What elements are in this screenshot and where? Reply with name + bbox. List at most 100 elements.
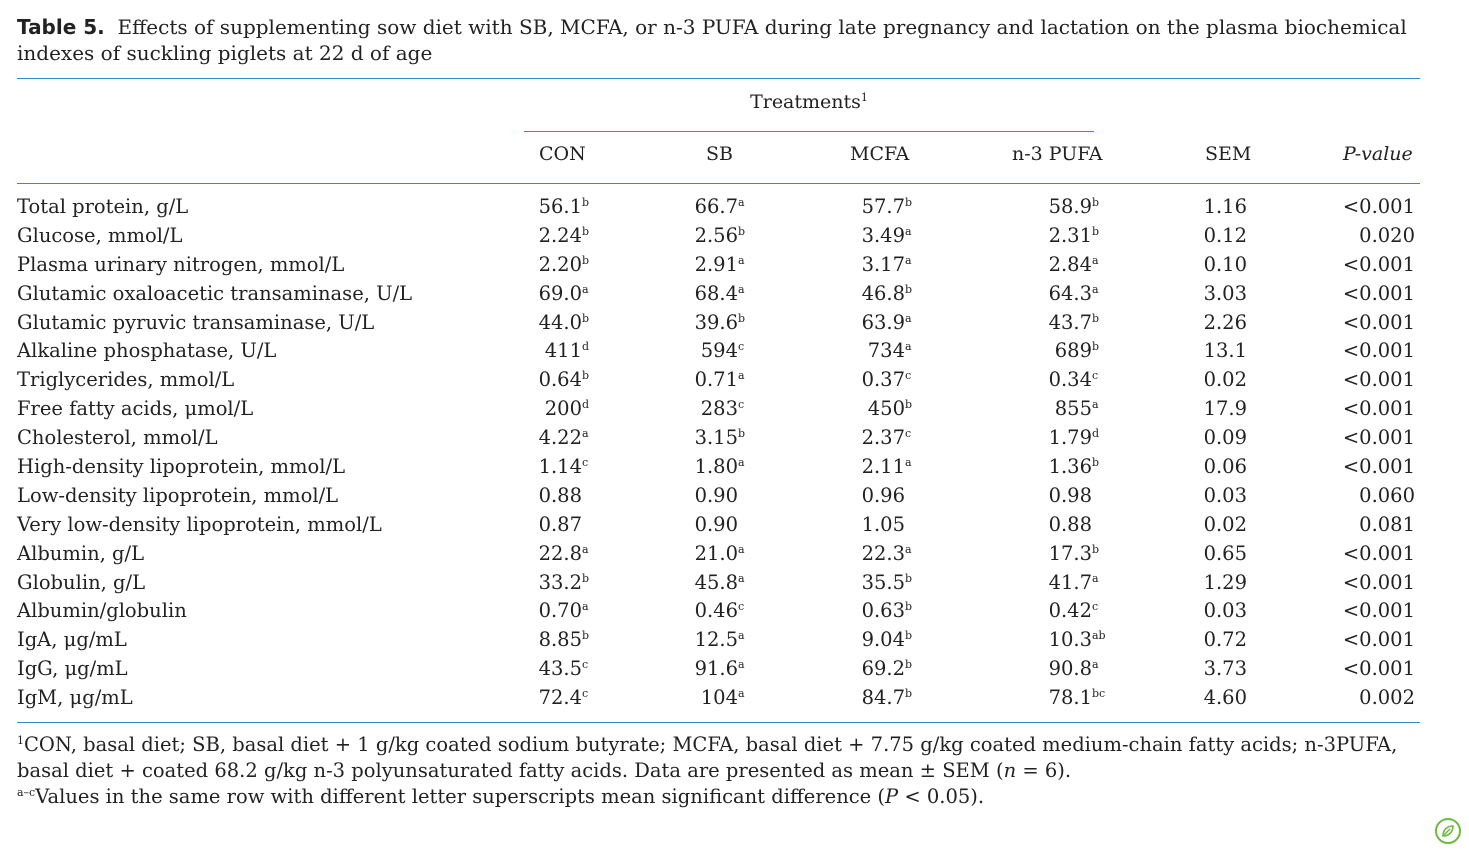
cell-value: 3.17 (861, 252, 905, 276)
cell-value: 90.8 (1048, 657, 1092, 681)
cell-value: 0.98 (1048, 483, 1092, 507)
table-row: Albumin/globulin 0.70a 0.46c 0.63b 0.42c 0.03… (17, 597, 1420, 626)
col-header-pvalue: P-value (1343, 143, 1413, 165)
table-row: Triglycerides, mmol/L 0.64b 0.71a 0.37c 0.34… (17, 366, 1420, 395)
cell-sb: 3.15b (695, 424, 764, 453)
row-label: IgM, μg/mL (17, 686, 133, 710)
cell-sb: 0.46c (695, 597, 764, 626)
cell-mcfa: 35.5b (862, 569, 931, 598)
cell-value: 4.22 (538, 426, 582, 450)
row-label: Triglycerides, mmol/L (17, 368, 235, 392)
cell-pvalue: <0.001 (1342, 628, 1415, 652)
cell-value: 58.9 (1048, 195, 1092, 218)
cell-value: 1.80 (694, 455, 738, 479)
cell-value: 0.96 (861, 483, 905, 507)
cell-value: 1.14 (538, 455, 582, 479)
cell-value: 0.64 (538, 368, 582, 392)
table-footnotes: 1CON, basal diet; SB, basal diet + 1 g/k… (17, 732, 1420, 810)
cell-value: 0.63 (861, 599, 905, 623)
cell-sem: 2.26 (1203, 310, 1247, 334)
row-label: Glucose, mmol/L (17, 223, 183, 247)
cell-value: 2.56 (694, 223, 738, 247)
cell-pvalue: <0.001 (1342, 455, 1415, 479)
cell-value: 0.90 (694, 483, 738, 507)
cell-pvalue: <0.001 (1342, 397, 1415, 421)
row-label: Globulin, g/L (17, 570, 146, 594)
cell-pvalue: <0.001 (1342, 281, 1415, 305)
col-header-sb: SB (706, 143, 733, 165)
cell-sem: 0.02 (1203, 512, 1247, 536)
cell-pvalue: <0.001 (1342, 599, 1415, 623)
cell-mcfa: 69.2b (862, 655, 931, 684)
cell-pvalue: <0.001 (1342, 657, 1415, 681)
cell-pvalue: 0.002 (1359, 686, 1415, 710)
cell-mcfa: 3.49a (862, 222, 931, 251)
cell-con: 69.0a (539, 280, 608, 309)
leaf-badge-icon[interactable] (1435, 818, 1461, 844)
table-row: Free fatty acids, μmol/L 200d 283c 450b 855a… (17, 395, 1420, 424)
cell-value: 56.1 (538, 195, 582, 218)
cell-sb: 21.0a (695, 540, 764, 569)
cell-value: 1.05 (861, 512, 905, 536)
row-label: Very low-density lipoprotein, mmol/L (17, 512, 382, 536)
table-title: Effects of supplementing sow diet with S… (17, 15, 1407, 65)
cell-value: 69.0 (538, 281, 582, 305)
cell-sem: 0.09 (1203, 426, 1247, 450)
cell-value: 10.3 (1048, 628, 1092, 652)
cell-value: 0.37 (861, 368, 905, 392)
cell-mcfa: 734a (868, 337, 931, 366)
treatments-rule (524, 131, 1094, 132)
cell-n3pufa: 2.31b (1049, 222, 1118, 251)
cell-con: 0.64b (539, 366, 608, 395)
cell-value: 2.37 (861, 426, 905, 450)
cell-con: 33.2b (539, 569, 608, 598)
cell-value: 46.8 (861, 281, 905, 305)
footnote-1-n: n (1003, 759, 1017, 783)
cell-value: 72.4 (538, 686, 582, 710)
row-label: Glutamic oxaloacetic transaminase, U/L (17, 281, 413, 305)
cell-n3pufa: 41.7a (1049, 569, 1118, 598)
cell-value: 2.31 (1048, 223, 1092, 247)
col-header-n3pufa: n-3 PUFA (1012, 143, 1103, 165)
footnote-2-mark: a–c (17, 786, 36, 800)
cell-value: 22.3 (861, 541, 905, 565)
cell-sem: 0.03 (1203, 483, 1247, 507)
cell-pvalue: 0.081 (1359, 512, 1415, 536)
cell-value: 283 (700, 397, 738, 421)
cell-sb: 2.56b (695, 222, 764, 251)
top-rule (17, 78, 1420, 79)
cell-value: 2.20 (538, 252, 582, 276)
cell-value: 2.11 (861, 455, 905, 479)
cell-value: 78.1 (1048, 686, 1092, 710)
footnote-2: a–cValues in the same row with different… (17, 784, 1420, 810)
cell-sb: 594c (701, 337, 764, 366)
row-label: Total protein, g/L (17, 195, 189, 218)
cell-value: 21.0 (694, 541, 738, 565)
cell-sem: 0.65 (1203, 541, 1247, 565)
cell-mcfa: 2.37c (862, 424, 931, 453)
table-row: Glutamic oxaloacetic transaminase, U/L 69… (17, 280, 1420, 309)
cell-mcfa: 46.8b (862, 280, 931, 309)
cell-n3pufa: 855a (1055, 395, 1118, 424)
cell-con: 72.4c (539, 684, 608, 713)
cell-sem: 0.10 (1203, 252, 1247, 276)
cell-value: 35.5 (861, 570, 905, 594)
cell-value: 200 (544, 397, 582, 421)
cell-value: 91.6 (694, 657, 738, 681)
cell-mcfa: 84.7b (862, 684, 931, 713)
cell-value: 57.7 (861, 195, 905, 218)
cell-value: 66.7 (694, 195, 738, 218)
cell-sb: 45.8a (695, 569, 764, 598)
cell-value: 68.4 (694, 281, 738, 305)
cell-mcfa: 9.04b (862, 626, 931, 655)
cell-value: 17.3 (1048, 541, 1092, 565)
cell-value: 45.8 (694, 570, 738, 594)
table-header: Treatments1 CON SB MCFA n-3 PUFA SEM P-v… (17, 79, 1420, 183)
row-label: IgG, μg/mL (17, 657, 128, 681)
cell-con: 22.8a (539, 540, 608, 569)
cell-value: 594 (700, 339, 738, 363)
cell-value: 0.42 (1048, 599, 1092, 623)
cell-sem: 13.1 (1203, 339, 1247, 363)
cell-sem: 0.03 (1203, 599, 1247, 623)
cell-sb: 1.80a (695, 453, 764, 482)
